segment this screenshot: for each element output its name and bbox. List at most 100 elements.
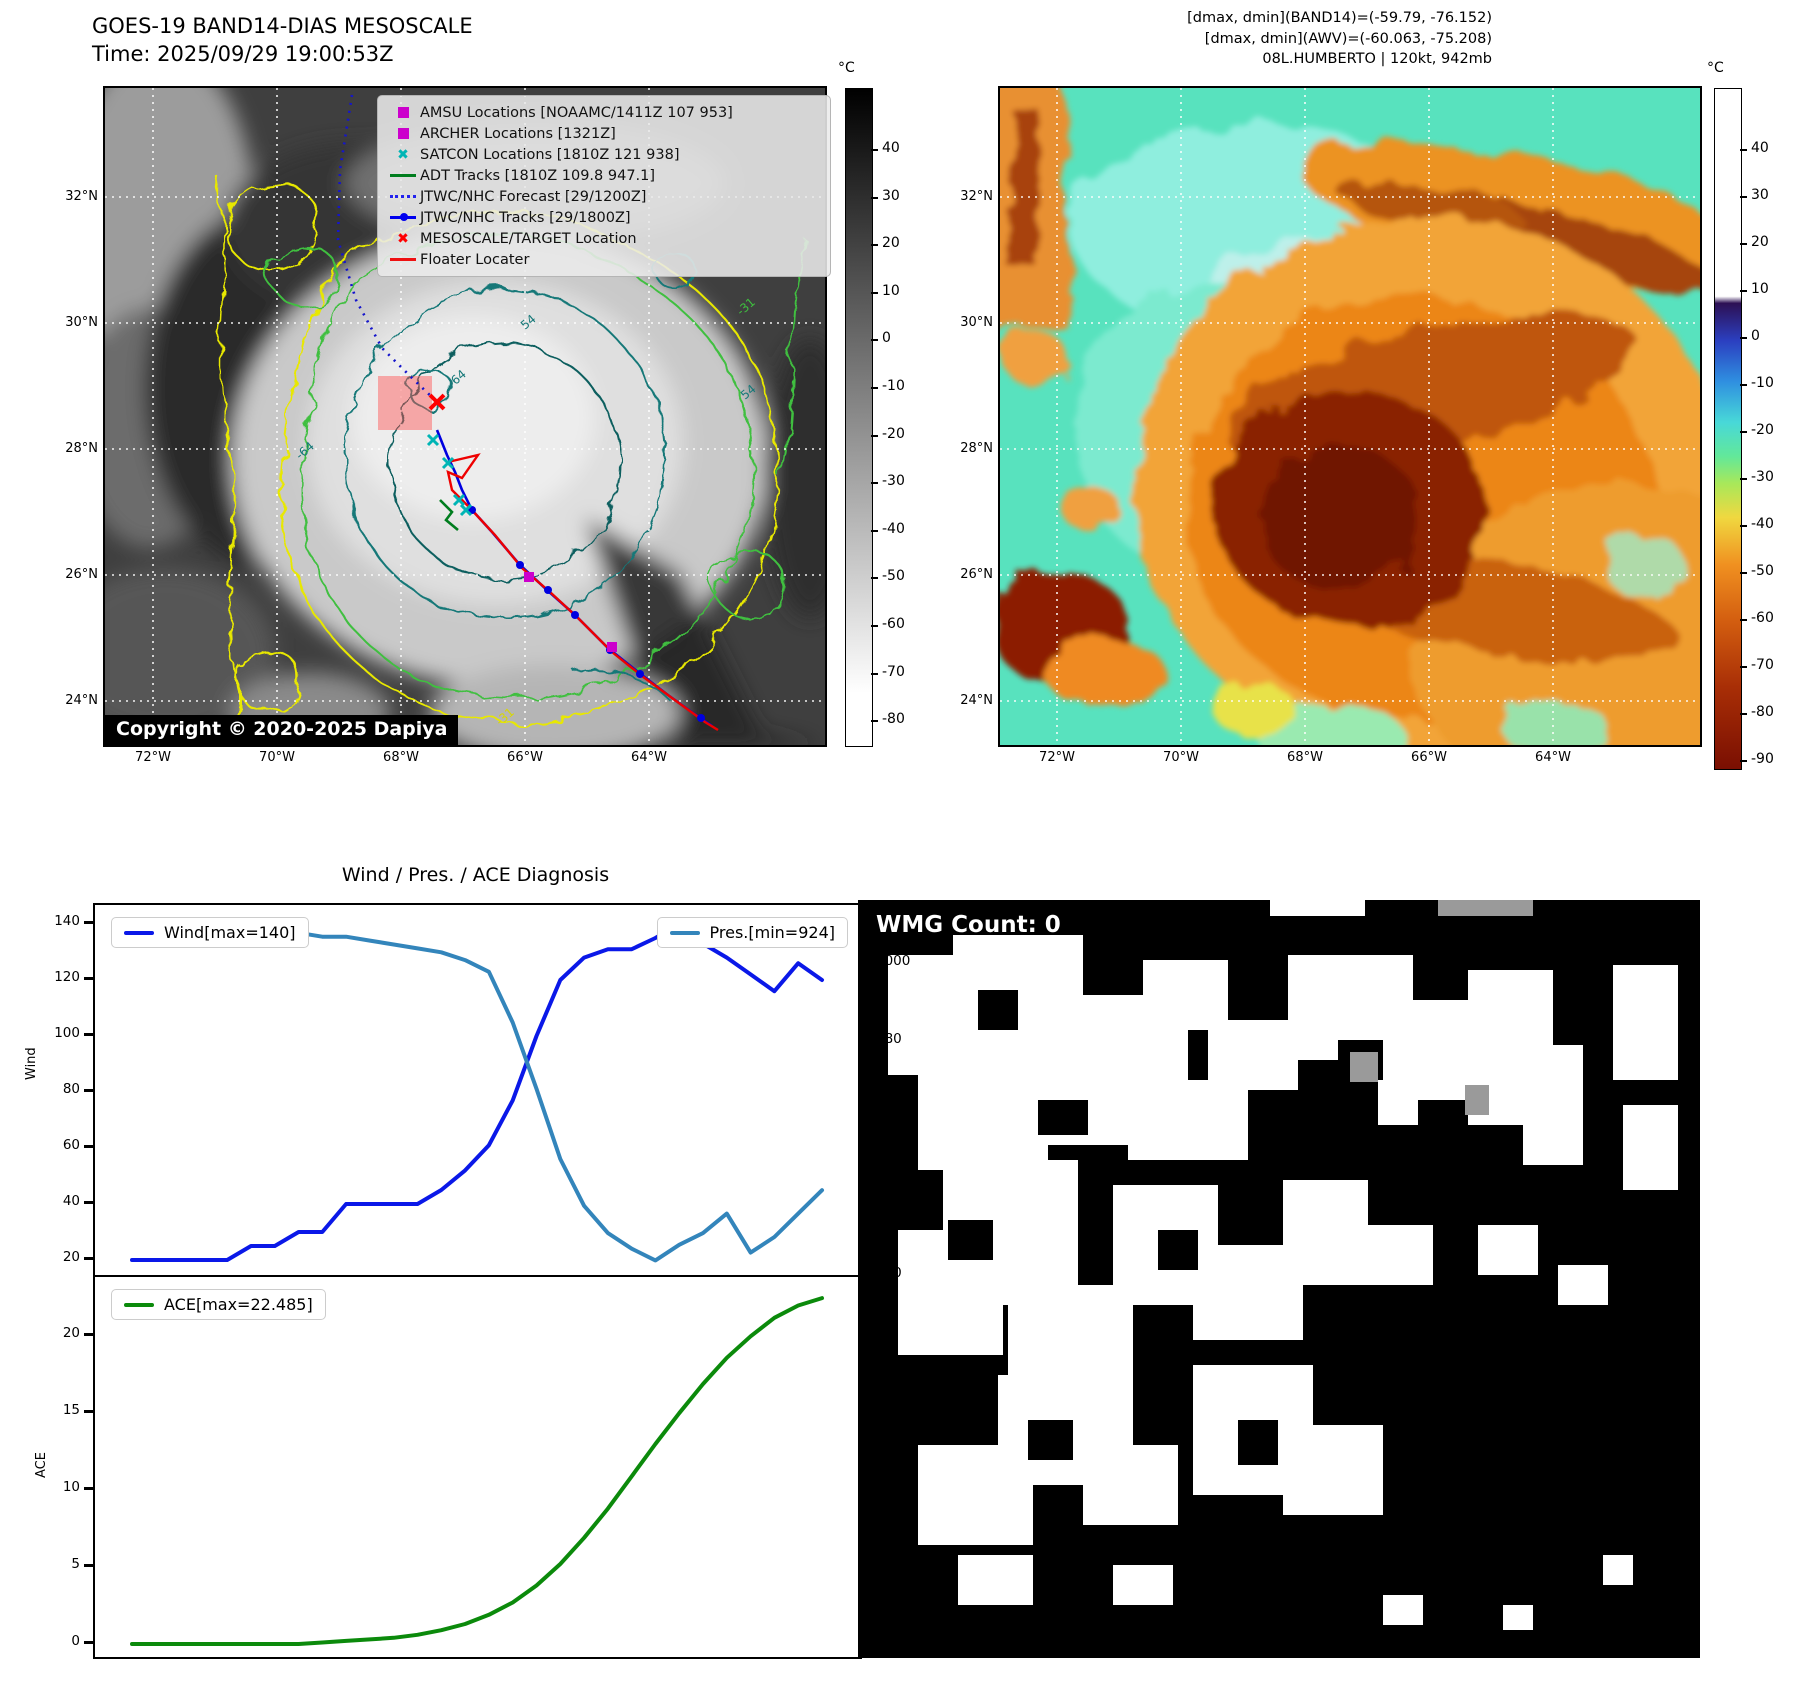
wind-legend-label: Wind[max=140]: [164, 923, 296, 942]
colorbar-tick-label: 30: [1751, 187, 1769, 203]
x-cyan-icon: ✖: [397, 146, 409, 163]
colorbar-tick-label: -30: [1751, 469, 1774, 485]
colorbar-tick-label: -40: [882, 520, 905, 537]
wmg-gray-patches: [1350, 900, 1533, 1115]
wind-tick-label: 60: [62, 1137, 80, 1153]
wmg-mask-image: [858, 900, 1700, 1658]
y-tick: [84, 1033, 93, 1036]
band14-map: -64 -64 54 54 -31 -31 AMSU Locations [NOAAMC/…: [103, 86, 831, 747]
colorbar-tick-label: -10: [1751, 375, 1774, 391]
legend-item-label: ADT Tracks [1810Z 109.8 947.1]: [420, 167, 656, 184]
lat-label: 30°N: [960, 315, 993, 330]
adt-track-line: [439, 499, 459, 531]
wind-axis-title: Wind: [24, 1047, 39, 1080]
y-tick: [862, 1273, 871, 1276]
ace-legend-label: ACE[max=22.485]: [164, 1295, 313, 1314]
pressure-tick-label: 980: [876, 1031, 902, 1047]
ace-series-line: [130, 1296, 824, 1646]
colorbar-tick: [871, 244, 878, 247]
colorbar-tick: [1740, 337, 1747, 339]
lon-label: 70°W: [259, 750, 295, 765]
colorbar-tick-label: -70: [1751, 657, 1774, 673]
pressure-tick-label: 1000: [876, 953, 911, 969]
ace-tick-label: 15: [62, 1402, 80, 1419]
storm-status: 08L.HUMBERTO | 120kt, 942mb: [1262, 51, 1492, 68]
colorbar-tick: [1740, 478, 1747, 480]
pressure-legend-label: Pres.[min=924]: [709, 923, 835, 942]
colorbar-tick-label: 10: [882, 282, 900, 299]
lon-label: 68°W: [1287, 750, 1323, 765]
lat-label: 24°N: [65, 693, 98, 708]
copyright-badge: Copyright © 2020-2025 Dapiya: [105, 715, 459, 745]
colorbar-tick-label: -30: [882, 473, 905, 490]
line-red-icon: [386, 258, 420, 261]
pres.-series-line: [130, 926, 824, 1263]
ace-legend: ACE[max=22.485]: [111, 1289, 326, 1320]
wind-tick-label: 40: [62, 1193, 80, 1209]
lon-label: 72°W: [135, 750, 171, 765]
latlon-grid: [1000, 88, 1700, 745]
square-magenta-icon: [386, 128, 420, 139]
band14-title: GOES-19 BAND14-DIAS MESOSCALE: [92, 14, 473, 38]
colorbar-tick-label: 30: [882, 187, 900, 204]
band14-time: Time: 2025/09/29 19:00:53Z: [92, 42, 394, 66]
line-green-icon: [386, 174, 420, 177]
wind-pressure-chart: Wind[max=140] Pres.[min=924]: [93, 903, 862, 1277]
lon-label: 66°W: [507, 750, 543, 765]
pressure-legend: Pres.[min=924]: [656, 917, 848, 948]
ace-line-swatch: [124, 1302, 154, 1307]
awv-cloud-shading: [1000, 88, 1700, 745]
lat-label: 28°N: [65, 441, 98, 456]
awv-satellite-image: [1000, 88, 1700, 745]
y-tick: [84, 1410, 93, 1413]
ace-chart: ACE[max=22.485]: [93, 1275, 862, 1659]
wind-legend: Wind[max=140]: [111, 917, 309, 948]
band14-colorbar: [845, 88, 873, 747]
legend-item-label: AMSU Locations [NOAAMC/1411Z 107 953]: [420, 104, 733, 121]
dmax-dmin-band14: [dmax, dmin](BAND14)=(-59.79, -76.152): [1187, 10, 1492, 26]
awv-colorbar-unit: °C: [1707, 60, 1724, 76]
colorbar-tick-label: 0: [1751, 328, 1760, 344]
wmg-count-label: WMG Count: 0: [876, 912, 1061, 938]
colorbar-tick: [1740, 196, 1747, 198]
ace-axis-title: ACE: [34, 1452, 49, 1478]
legend-item: Floater Locater: [386, 249, 822, 270]
linedot-blue-icon: [386, 213, 420, 221]
y-tick: [862, 961, 871, 964]
pressure-line-swatch: [669, 930, 700, 935]
colorbar-tick: [1740, 713, 1747, 715]
colorbar-tick: [1740, 666, 1747, 668]
y-tick: [84, 977, 93, 980]
ace-tick-label: 0: [71, 1633, 80, 1649]
wind-series-line: [130, 922, 824, 1262]
dotted-blue-icon: [386, 195, 420, 198]
wmg-panel: WMG Count: 0: [858, 900, 1700, 1658]
colorbar-tick: [1740, 525, 1747, 527]
colorbar-tick: [1740, 149, 1747, 151]
legend-item: JTWC/NHC Forecast [29/1200Z]: [386, 186, 822, 207]
colorbar-tick: [871, 434, 878, 437]
awv-header: [dmax, dmin](BAND14)=(-59.79, -76.152) […: [1000, 8, 1492, 70]
mesoscale-target-box: [378, 376, 432, 430]
colorbar-tick-label: 20: [1751, 234, 1769, 250]
forecast-track-line: [336, 94, 438, 403]
legend-item-label: ARCHER Locations [1321Z]: [420, 125, 616, 142]
ace-tick-label: 10: [62, 1479, 80, 1496]
colorbar-tick: [871, 149, 878, 151]
y-tick: [862, 1117, 871, 1120]
colorbar-tick: [1740, 619, 1747, 621]
colorbar-tick: [1740, 572, 1747, 574]
legend-item: AMSU Locations [NOAAMC/1411Z 107 953]: [386, 102, 822, 123]
wind-tick-label: 80: [62, 1081, 80, 1097]
wind-tick-label: 140: [54, 913, 80, 929]
colorbar-tick: [1740, 760, 1747, 762]
pressure-tick-label: 920: [876, 1265, 902, 1281]
y-tick: [84, 1257, 93, 1260]
colorbar-tick: [871, 387, 878, 389]
band14-legend: AMSU Locations [NOAAMC/1411Z 107 953] ARC…: [377, 95, 831, 277]
colorbar-tick: [1740, 290, 1747, 292]
colorbar-tick-label: -50: [882, 568, 905, 585]
colorbar-tick-label: -40: [1751, 516, 1774, 532]
y-tick: [84, 1201, 93, 1204]
colorbar-tick: [871, 291, 878, 294]
